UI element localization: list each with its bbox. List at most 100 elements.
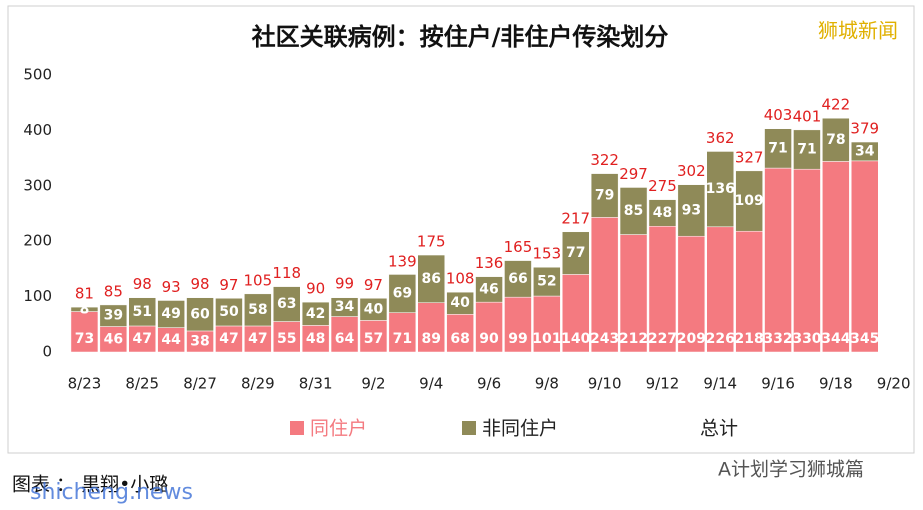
total-label: 108 xyxy=(446,270,475,288)
segment-label: 47 xyxy=(219,331,238,347)
bar-segment xyxy=(446,314,474,353)
bar-segment xyxy=(822,117,850,162)
segment-label: 40 xyxy=(364,301,384,317)
total-label: 153 xyxy=(533,245,562,263)
segment-label: 34 xyxy=(855,143,875,159)
total-label: 165 xyxy=(504,238,533,256)
bar-segment xyxy=(330,297,359,317)
bar-segment xyxy=(619,187,648,235)
total-label: 97 xyxy=(219,276,238,294)
segment-label: 52 xyxy=(537,274,556,290)
bar-segment xyxy=(677,235,706,353)
total-label: 136 xyxy=(475,254,504,272)
x-tick-label: 9/16 xyxy=(761,375,795,393)
total-label: 99 xyxy=(335,275,354,293)
segment-label: 330 xyxy=(792,331,821,347)
segment-label: 44 xyxy=(161,332,181,348)
segment-label: 8 xyxy=(80,301,90,317)
segment-label: 49 xyxy=(161,306,180,322)
x-tick-label: 8/23 xyxy=(68,375,102,393)
segment-label: 140 xyxy=(561,331,590,347)
bar-segment xyxy=(273,286,301,322)
segment-label: 212 xyxy=(619,331,648,347)
segment-label: 46 xyxy=(479,281,498,297)
bar-segment xyxy=(273,321,301,353)
x-tick-label: 8/25 xyxy=(125,375,159,393)
segment-label: 46 xyxy=(104,331,123,347)
bar-segment xyxy=(533,266,561,297)
bar-segment xyxy=(99,304,128,327)
bar-segment xyxy=(128,297,156,327)
x-tick-label: 9/14 xyxy=(703,375,737,393)
total-label: 118 xyxy=(272,264,301,282)
bar-segment xyxy=(359,298,388,321)
segment-label: 73 xyxy=(75,331,94,347)
segment-label: 78 xyxy=(826,132,845,148)
bar-segment xyxy=(475,301,503,353)
segment-label: 218 xyxy=(735,331,764,347)
segment-label: 47 xyxy=(248,331,267,347)
segment-label: 101 xyxy=(532,331,561,347)
bar-segment xyxy=(677,184,706,237)
total-label: 93 xyxy=(162,278,181,296)
segment-label: 51 xyxy=(133,304,152,320)
total-label: 322 xyxy=(590,151,619,169)
y-tick-label: 0 xyxy=(42,343,52,361)
segment-label: 71 xyxy=(797,142,816,158)
y-tick-label: 400 xyxy=(23,121,52,139)
bar-segment xyxy=(619,234,648,353)
segment-label: 99 xyxy=(508,331,527,347)
segment-label: 63 xyxy=(277,296,296,312)
bar-segment xyxy=(388,312,417,353)
bar-segment xyxy=(99,326,128,353)
bar-segment xyxy=(793,168,821,353)
x-tick-label: 9/4 xyxy=(419,375,443,393)
legend-swatch xyxy=(290,421,304,435)
segment-label: 34 xyxy=(335,299,355,315)
segment-label: 64 xyxy=(335,331,355,347)
bar-segment xyxy=(562,231,590,275)
total-label: 403 xyxy=(764,106,793,124)
bar-segment xyxy=(793,129,821,170)
segment-label: 79 xyxy=(595,187,614,203)
total-label: 422 xyxy=(822,96,851,114)
bar-segment xyxy=(70,306,99,312)
bar-segment xyxy=(851,141,879,162)
segment-label: 69 xyxy=(393,286,412,302)
segment-label: 77 xyxy=(566,245,585,261)
segment-label: 50 xyxy=(219,304,239,320)
bar-segment xyxy=(301,325,330,353)
x-tick-label: 9/12 xyxy=(646,375,680,393)
segment-label: 345 xyxy=(850,331,879,347)
segment-label: 86 xyxy=(422,271,441,287)
x-tick-label: 9/20 xyxy=(877,375,911,393)
legend-label: 非同住户 xyxy=(482,418,558,440)
chart-title: 社区关联病例：按住户/非住户传染划分 xyxy=(252,23,669,51)
x-tick-label: 9/10 xyxy=(588,375,622,393)
bar-segment xyxy=(735,230,763,353)
bar-segment xyxy=(128,325,156,353)
bar-segment xyxy=(590,217,619,353)
total-label: 327 xyxy=(735,148,764,166)
total-label: 362 xyxy=(706,129,735,147)
segment-label: 243 xyxy=(590,331,619,347)
bar-segment xyxy=(244,293,272,327)
legend-swatch xyxy=(462,421,476,435)
site: shicheng.news xyxy=(30,480,193,505)
segment-label: 93 xyxy=(682,202,701,218)
bar-segment xyxy=(70,311,99,353)
bar-segment xyxy=(330,316,359,353)
segment-label: 39 xyxy=(104,308,123,324)
segment-label: 38 xyxy=(190,333,209,349)
segment-label: 344 xyxy=(821,331,850,347)
total-label: 139 xyxy=(388,252,417,270)
x-tick-label: 8/29 xyxy=(241,375,275,393)
bar-segment xyxy=(244,325,272,353)
total-label: 297 xyxy=(619,165,648,183)
bar-segment xyxy=(648,225,677,353)
segment-label: 109 xyxy=(735,193,764,209)
segment-label: 89 xyxy=(422,331,441,347)
segment-label: 227 xyxy=(648,331,677,347)
segment-label: 57 xyxy=(364,331,383,347)
